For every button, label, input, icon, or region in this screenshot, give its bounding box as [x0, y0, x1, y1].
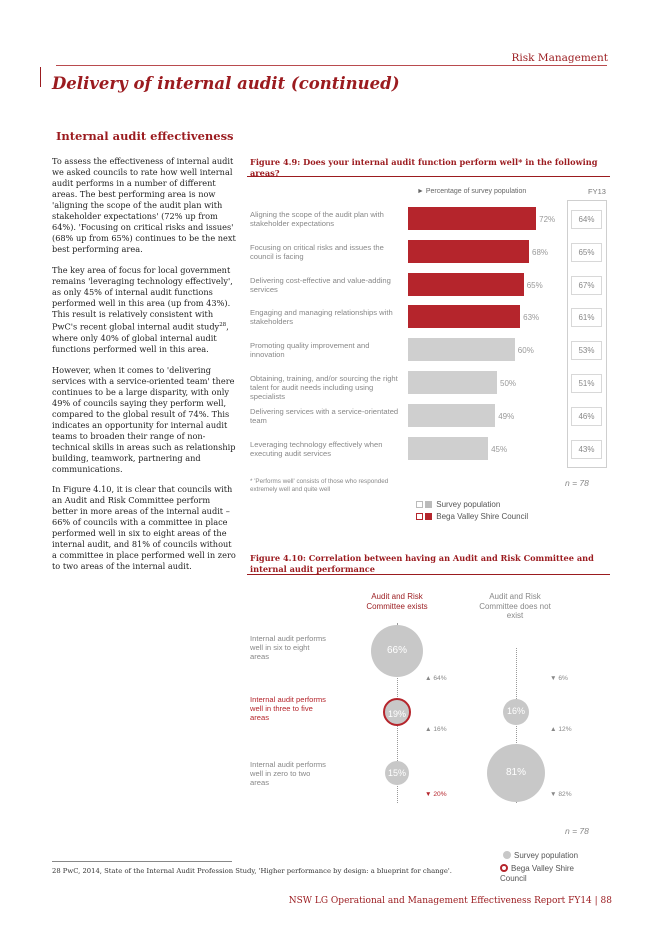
- fy13-value: 61%: [571, 308, 602, 328]
- bubble-delta-label: ▼ 6%: [550, 675, 568, 682]
- row-label-six-to-eight: Internal audit performs well in six to e…: [250, 634, 326, 661]
- footnote-ref: 28: [219, 322, 227, 328]
- connector-line-absent: [516, 648, 517, 803]
- legend-swatch-outline-red: [416, 513, 423, 520]
- bar: [408, 239, 530, 263]
- bar-category-label: Promoting quality improvement and innova…: [250, 341, 370, 360]
- bar: [408, 338, 515, 362]
- bubble-delta-label: ▲ 12%: [550, 726, 572, 733]
- bubble-delta-label: ▼ 20%: [425, 791, 447, 798]
- bar-category-label: Aligning the scope of the audit plan wit…: [250, 210, 384, 228]
- bar: [408, 436, 489, 460]
- figure-4-9-footnote: * 'Performs well' consists of those who …: [250, 478, 389, 493]
- bar-category-label: Leveraging technology effectively when e…: [250, 439, 383, 458]
- page-title: Delivery of internal audit (continued): [52, 74, 400, 93]
- paragraph-4: In Figure 4.10, it is clear that council…: [52, 484, 236, 571]
- fy13-column-box: [567, 200, 607, 468]
- bar-value-label: 50%: [500, 379, 517, 388]
- fy13-value: 53%: [571, 341, 602, 361]
- paragraph-3: However, when it comes to 'delivering se…: [52, 365, 236, 474]
- figure-4-10-rule: [247, 574, 610, 575]
- bar: [408, 403, 496, 427]
- figure-4-9-legend-note: ► Percentage of survey population: [417, 188, 527, 195]
- paragraph-1: To assess the effectiveness of internal …: [52, 156, 236, 254]
- footnote-28: 28 PwC, 2014, State of the Internal Audi…: [52, 867, 452, 875]
- row-label-zero-to-two: Internal audit performs well in zero to …: [250, 760, 326, 787]
- fy13-value: 51%: [571, 374, 602, 393]
- bar: [408, 272, 524, 296]
- figure-4-10-legend-survey: Survey population: [503, 851, 578, 860]
- bubble: 19%: [382, 697, 412, 727]
- figure-4-10-title: Figure 4.10: Correlation between having …: [250, 553, 594, 574]
- section-heading: Internal audit effectiveness: [56, 129, 234, 143]
- bar: [408, 207, 537, 230]
- bar: [408, 371, 497, 394]
- legend-label-council: Bega Valley Shire Council: [500, 864, 574, 883]
- bar-value-label: 68%: [532, 247, 549, 257]
- bar-category-label: Obtaining, training, and/or sourcing the…: [250, 374, 398, 401]
- legend-swatch-outline-grey: [416, 501, 423, 508]
- page-footer: NSW LG Operational and Management Effect…: [288, 896, 612, 906]
- bar-category-label: Engaging and managing relationships with…: [250, 308, 393, 327]
- legend-label-survey: Survey population: [436, 500, 501, 509]
- legend-swatch-grey: [425, 501, 432, 508]
- bar-category-label: Delivering services with a service-orien…: [250, 406, 399, 425]
- bar-category-label: Delivering cost-effective and value-addi…: [250, 275, 391, 294]
- bar-value-label: 63%: [523, 313, 540, 323]
- figure-4-10-legend-council: Bega Valley Shire Council: [500, 864, 600, 883]
- bar-value-label: 45%: [491, 444, 508, 454]
- footnote-rule: [52, 861, 232, 862]
- paragraph-2-text-a: The key area of focus for local governme…: [52, 265, 233, 332]
- legend-label-survey: Survey population: [514, 851, 579, 860]
- bubble-delta-label: ▼ 82%: [550, 791, 572, 798]
- legend-dot-grey: [503, 851, 511, 859]
- bar-value-label: 65%: [526, 280, 543, 290]
- bubble: 16%: [503, 699, 529, 725]
- fy13-value: 46%: [571, 406, 602, 426]
- fy13-label: FY13: [588, 187, 606, 196]
- bar-value-label: 60%: [517, 346, 534, 356]
- header-rule: [56, 65, 607, 66]
- corner-mark: [40, 67, 41, 87]
- legend-dot-red: [500, 864, 508, 872]
- section-label: Risk Management: [511, 52, 608, 64]
- fy13-value: 43%: [571, 439, 602, 459]
- figure-4-9-legend-council: Bega Valley Shire Council: [416, 512, 528, 521]
- fy13-value: 67%: [571, 275, 602, 295]
- column-header-committee-exists: Audit and Risk Committee exists: [366, 592, 428, 611]
- bubble-delta-label: ▲ 16%: [425, 726, 447, 733]
- bubble: 66%: [370, 624, 424, 678]
- figure-4-9-legend-survey: Survey population: [416, 500, 500, 509]
- bubble: 81%: [487, 744, 545, 802]
- figure-4-9-title: Figure 4.9: Does your internal audit fun…: [250, 157, 598, 178]
- figure-4-9-sample-size: n = 78: [565, 478, 589, 488]
- figure-4-10-sample-size: n = 78: [565, 826, 589, 836]
- paragraph-2-text-b: , where only 40% of global internal audi…: [52, 321, 229, 354]
- bubble: 15%: [384, 760, 410, 786]
- bar: [408, 305, 521, 329]
- bubble-delta-label: ▲ 64%: [425, 675, 447, 682]
- bar-category-label: Focusing on critical risks and issues th…: [250, 242, 384, 261]
- legend-label-council: Bega Valley Shire Council: [436, 512, 529, 521]
- paragraph-2: The key area of focus for local governme…: [52, 265, 238, 355]
- column-header-committee-absent: Audit and Risk Committee does not exist: [479, 592, 551, 620]
- figure-4-9-rule: [247, 176, 610, 177]
- bar-value-label: 49%: [498, 411, 515, 421]
- legend-swatch-red: [425, 513, 432, 520]
- bar-value-label: 72%: [539, 215, 556, 224]
- row-label-three-to-five: Internal audit performs well in three to…: [250, 695, 326, 722]
- fy13-value: 65%: [571, 242, 602, 262]
- fy13-value: 64%: [571, 210, 602, 229]
